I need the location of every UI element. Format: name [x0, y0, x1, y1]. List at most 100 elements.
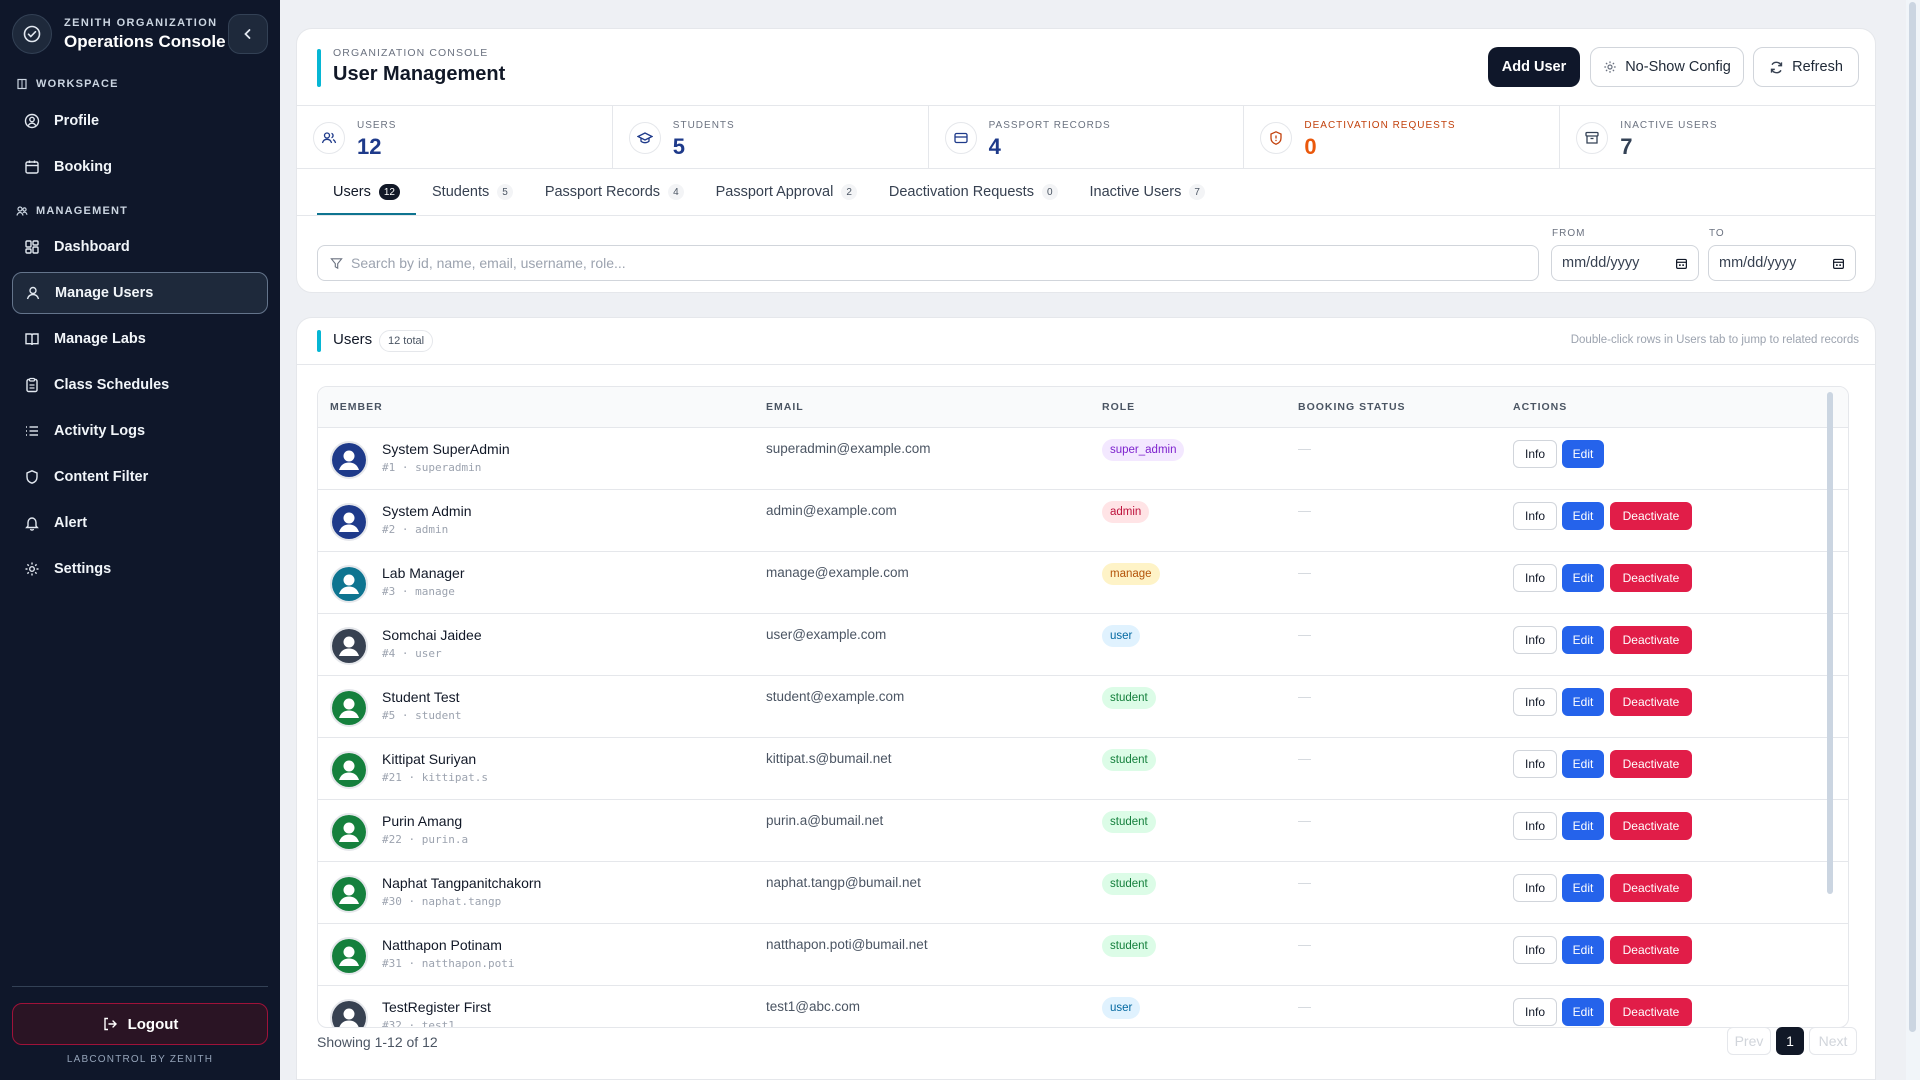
deactivate-button[interactable]: Deactivate	[1610, 812, 1692, 840]
deactivate-button[interactable]: Deactivate	[1610, 750, 1692, 778]
edit-button[interactable]: Edit	[1562, 688, 1604, 716]
table-row[interactable]: Naphat Tangpanitchakorn #30 · naphat.tang…	[318, 863, 1848, 924]
info-button[interactable]: Info	[1513, 998, 1557, 1026]
table-scrollbar[interactable]	[1827, 388, 1833, 1028]
shield-alert-icon	[1260, 122, 1293, 154]
to-date-field[interactable]: mm/dd/yyyy	[1708, 245, 1856, 281]
info-button[interactable]: Info	[1513, 750, 1557, 778]
avatar	[330, 689, 368, 727]
next-page-button[interactable]: Next	[1809, 1027, 1857, 1055]
edit-button[interactable]: Edit	[1562, 564, 1604, 592]
from-date-field[interactable]: mm/dd/yyyy	[1551, 245, 1699, 281]
edit-button[interactable]: Edit	[1562, 812, 1604, 840]
page-1-button[interactable]: 1	[1776, 1027, 1804, 1055]
user-management-panel: ORGANIZATION CONSOLE User Management Add…	[296, 28, 1876, 293]
info-button[interactable]: Info	[1513, 936, 1557, 964]
edit-button[interactable]: Edit	[1562, 440, 1604, 468]
sidebar-item-activity-logs[interactable]: Activity Logs	[12, 410, 268, 452]
table-row[interactable]: Lab Manager #3 · manage manage@example.com…	[318, 553, 1848, 614]
logout-icon	[103, 1017, 117, 1031]
from-date-value: mm/dd/yyyy	[1562, 255, 1640, 271]
tab-passport-records[interactable]: Passport Records 4	[529, 171, 700, 215]
to-label: TO	[1709, 228, 1725, 239]
page-title: User Management	[333, 63, 506, 85]
avatar	[330, 999, 368, 1027]
tab-users[interactable]: Users 12	[317, 171, 416, 215]
tab-deactivation-requests[interactable]: Deactivation Requests 0	[873, 171, 1074, 215]
brand-title: Operations Console	[64, 31, 226, 51]
edit-button[interactable]: Edit	[1562, 874, 1604, 902]
sidebar-item-manage-users[interactable]: Manage Users	[12, 272, 268, 314]
member-id: #22 · purin.a	[382, 833, 469, 846]
booking-status: —	[1298, 565, 1311, 580]
edit-button[interactable]: Edit	[1562, 750, 1604, 778]
window-scrollbar[interactable]	[1906, 0, 1920, 1080]
deactivate-button[interactable]: Deactivate	[1610, 874, 1692, 902]
table-row[interactable]: Somchai Jaidee #4 · user user@example.com u…	[318, 615, 1848, 676]
window-scrollbar-thumb[interactable]	[1909, 2, 1916, 1032]
no-show-config-label: No-Show Config	[1625, 59, 1731, 75]
table-row[interactable]: Student Test #5 · student student@example.…	[318, 677, 1848, 738]
role-badge: student	[1102, 935, 1156, 957]
bell-icon	[25, 517, 39, 531]
tab-passport-approval[interactable]: Passport Approval 2	[700, 171, 873, 215]
table-row[interactable]: System Admin #2 · admin admin@example.com a…	[318, 491, 1848, 552]
info-button[interactable]: Info	[1513, 626, 1557, 654]
edit-button[interactable]: Edit	[1562, 626, 1604, 654]
tab-label: Passport Records	[544, 184, 661, 200]
info-button[interactable]: Info	[1513, 440, 1557, 468]
deactivate-button[interactable]: Deactivate	[1610, 936, 1692, 964]
sidebar-item-settings[interactable]: Settings	[12, 548, 268, 590]
logout-button[interactable]: Logout	[12, 1003, 268, 1045]
info-button[interactable]: Info	[1513, 874, 1557, 902]
table-row[interactable]: Kittipat Suriyan #21 · kittipat.s kittipat…	[318, 739, 1848, 800]
sidebar-item-booking[interactable]: Booking	[12, 146, 268, 188]
member-email: student@example.com	[766, 689, 905, 704]
sidebar-item-profile[interactable]: Profile	[12, 100, 268, 142]
section-workspace: WORKSPACE	[16, 78, 119, 90]
calendar-icon[interactable]	[1675, 257, 1688, 270]
stat-label: DEACTIVATION REQUESTS	[1304, 120, 1456, 131]
member-name: Naphat Tangpanitchakorn	[382, 875, 542, 891]
deactivate-button[interactable]: Deactivate	[1610, 688, 1692, 716]
sidebar-item-alert[interactable]: Alert	[12, 502, 268, 544]
prev-page-button[interactable]: Prev	[1727, 1027, 1771, 1055]
sidebar-item-class-schedules[interactable]: Class Schedules	[12, 364, 268, 406]
table-row[interactable]: System SuperAdmin #1 · superadmin superadm…	[318, 429, 1848, 490]
sidebar-item-manage-labs[interactable]: Manage Labs	[12, 318, 268, 360]
role-badge: student	[1102, 873, 1156, 895]
member-name: Purin Amang	[382, 813, 463, 829]
collapse-sidebar-button[interactable]	[228, 14, 268, 54]
edit-button[interactable]: Edit	[1562, 998, 1604, 1026]
no-show-config-button[interactable]: No-Show Config	[1590, 47, 1744, 87]
info-button[interactable]: Info	[1513, 564, 1557, 592]
sidebar-item-content-filter[interactable]: Content Filter	[12, 456, 268, 498]
calendar-icon[interactable]	[1832, 257, 1845, 270]
user-avatar-icon	[339, 450, 359, 470]
add-user-button[interactable]: Add User	[1488, 47, 1580, 87]
search-input[interactable]: Search by id, name, email, username, rol…	[317, 245, 1539, 281]
table-row[interactable]: Purin Amang #22 · purin.a purin.a@bumail.n…	[318, 801, 1848, 862]
edit-button[interactable]: Edit	[1562, 502, 1604, 530]
table-scrollbar-thumb[interactable]	[1827, 392, 1833, 894]
table-row[interactable]: Natthapon Potinam #31 · natthapon.poti nat…	[318, 925, 1848, 986]
deactivate-button[interactable]: Deactivate	[1610, 564, 1692, 592]
tab-inactive-users[interactable]: Inactive Users 7	[1074, 171, 1221, 215]
member-id: #2 · admin	[382, 523, 449, 536]
tab-count: 2	[841, 184, 857, 200]
sidebar-item-dashboard[interactable]: Dashboard	[12, 226, 268, 268]
refresh-button[interactable]: Refresh	[1753, 47, 1859, 87]
info-button[interactable]: Info	[1513, 812, 1557, 840]
tab-students[interactable]: Students 5	[416, 171, 529, 215]
stat-value: 5	[672, 134, 686, 159]
info-button[interactable]: Info	[1513, 502, 1557, 530]
deactivate-button[interactable]: Deactivate	[1610, 998, 1692, 1026]
deactivate-button[interactable]: Deactivate	[1610, 502, 1692, 530]
edit-button[interactable]: Edit	[1562, 936, 1604, 964]
section-management: MANAGEMENT	[16, 205, 128, 217]
deactivate-button[interactable]: Deactivate	[1610, 626, 1692, 654]
section-management-label: MANAGEMENT	[36, 205, 129, 217]
member-name: Student Test	[382, 689, 460, 705]
info-button[interactable]: Info	[1513, 688, 1557, 716]
table-row[interactable]: TestRegister First #32 · test1 test1@abc.c…	[318, 987, 1848, 1027]
